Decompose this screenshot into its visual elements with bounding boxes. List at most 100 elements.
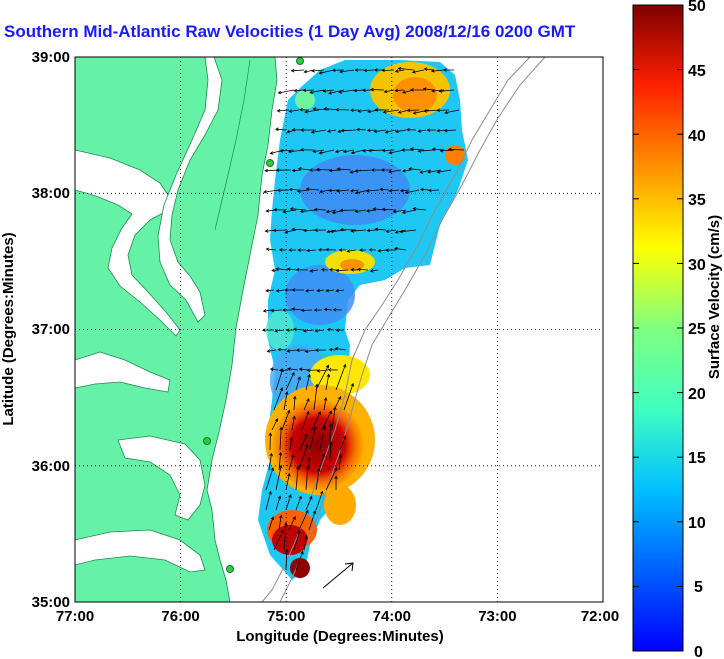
velocity-arrow: [444, 109, 460, 115]
velocity-arrow: [266, 349, 277, 353]
colorbar-tick-label: 25: [688, 321, 706, 338]
velocity-arrow: [325, 288, 335, 293]
velocity-arrow: [293, 395, 297, 411]
velocity-arrow: [325, 467, 338, 491]
y-tick-label: 38:00: [32, 185, 70, 202]
velocity-arrow: [311, 411, 321, 431]
velocity-arrow: [328, 267, 339, 272]
velocity-arrow: [354, 68, 364, 72]
velocity-arrow: [283, 521, 288, 551]
y-tick-label: 36:00: [32, 458, 70, 475]
velocity-arrow: [417, 129, 427, 133]
map-plot-area: [74, 56, 604, 603]
velocity-arrow: [282, 308, 293, 312]
velocity-arrow: [293, 530, 301, 551]
velocity-arrow: [317, 248, 327, 252]
velocity-arrow: [315, 167, 332, 172]
velocity-arrow: [328, 347, 337, 352]
velocity-arrow: [314, 348, 327, 352]
colorbar-tick-label: 35: [688, 192, 706, 209]
velocity-arrow: [366, 228, 377, 233]
velocity-arrow: [305, 187, 320, 191]
velocity-arrow: [278, 248, 287, 252]
velocity-arrow: [327, 368, 339, 372]
velocity-arrow: [269, 367, 279, 372]
velocity-arrow: [319, 189, 330, 194]
velocity-arrow: [311, 69, 325, 73]
velocity-arrow: [320, 268, 329, 272]
velocity-arrow: [272, 228, 287, 233]
velocity-arrow: [336, 189, 350, 193]
velocity-arrow: [374, 108, 390, 112]
velocity-arrow: [388, 169, 402, 174]
velocity-arrow: [443, 128, 457, 133]
velocity-arrow: [275, 464, 283, 491]
velocity-arrow: [380, 168, 391, 172]
velocity-arrow: [297, 248, 306, 252]
velocity-arrow: [315, 467, 321, 491]
velocity-arrow: [439, 148, 455, 153]
velocity-arrow: [276, 188, 290, 193]
velocity-arrow: [329, 229, 347, 234]
velocity-arrow: [325, 209, 337, 214]
velocity-arrow: [384, 129, 397, 134]
velocity-arrow: [323, 307, 333, 312]
velocity-arrow: [340, 128, 357, 133]
x-tick-label: 75:00: [267, 608, 305, 625]
velocity-arrow: [288, 516, 296, 531]
velocity-arrow: [273, 529, 284, 551]
velocity-arrow: [335, 328, 345, 332]
velocity-arrow: [417, 149, 435, 153]
velocity-arrow: [315, 490, 324, 511]
velocity-arrow: [263, 189, 280, 194]
colorbar-tick-label: 20: [688, 386, 706, 403]
velocity-arrow: [426, 128, 437, 132]
velocity-arrow: [321, 410, 332, 431]
velocity-arrow: [268, 432, 273, 451]
velocity-arrow: [350, 149, 365, 155]
velocity-arrow: [299, 209, 317, 214]
velocity-arrow: [436, 108, 450, 113]
velocity-arrow: [285, 328, 295, 332]
velocity-arrow: [401, 209, 417, 214]
velocity-arrow: [408, 167, 422, 171]
velocity-arrow: [309, 269, 319, 273]
velocity-arrow: [322, 89, 335, 93]
velocity-arrow: [300, 308, 313, 313]
velocity-arrow: [335, 268, 349, 273]
velocity-arrow: [373, 129, 387, 134]
colorbar: 50 45 40 35 30 25 20 15 10 5 0 Surface V…: [632, 0, 723, 659]
x-tick-label: 72:00: [581, 608, 619, 625]
velocity-vectors: [261, 66, 465, 571]
velocity-arrow: [295, 465, 300, 491]
velocity-arrow: [419, 169, 432, 174]
velocity-arrow: [338, 248, 346, 252]
velocity-arrow: [379, 187, 390, 192]
velocity-arrow: [288, 187, 300, 192]
velocity-arrow: [286, 349, 297, 353]
velocity-arrow: [436, 169, 452, 174]
velocity-arrow: [301, 410, 310, 431]
velocity-arrow: [381, 148, 395, 153]
velocity-arrow: [313, 308, 323, 312]
velocity-arrow: [306, 248, 317, 253]
velocity-arrow: [312, 149, 325, 154]
velocity-arrow: [287, 367, 299, 371]
velocity-arrow: [313, 383, 319, 411]
velocity-arrow: [276, 108, 290, 113]
velocity-arrow: [277, 89, 295, 95]
velocity-arrow: [309, 425, 317, 451]
velocity-arrow: [285, 493, 292, 511]
velocity-arrow: [270, 308, 283, 313]
velocity-arrow: [273, 387, 284, 411]
colorbar-tick-label: 30: [688, 257, 706, 274]
x-tick-label: 77:00: [56, 608, 94, 625]
velocity-arrow: [377, 248, 387, 253]
velocity-arrow: [406, 127, 417, 132]
velocity-arrow: [409, 88, 425, 92]
velocity-arrow: [300, 148, 315, 152]
velocity-arrow: [385, 248, 397, 252]
velocity-arrow: [395, 129, 407, 134]
velocity-arrow: [397, 66, 415, 71]
velocity-arrow: [431, 89, 445, 93]
